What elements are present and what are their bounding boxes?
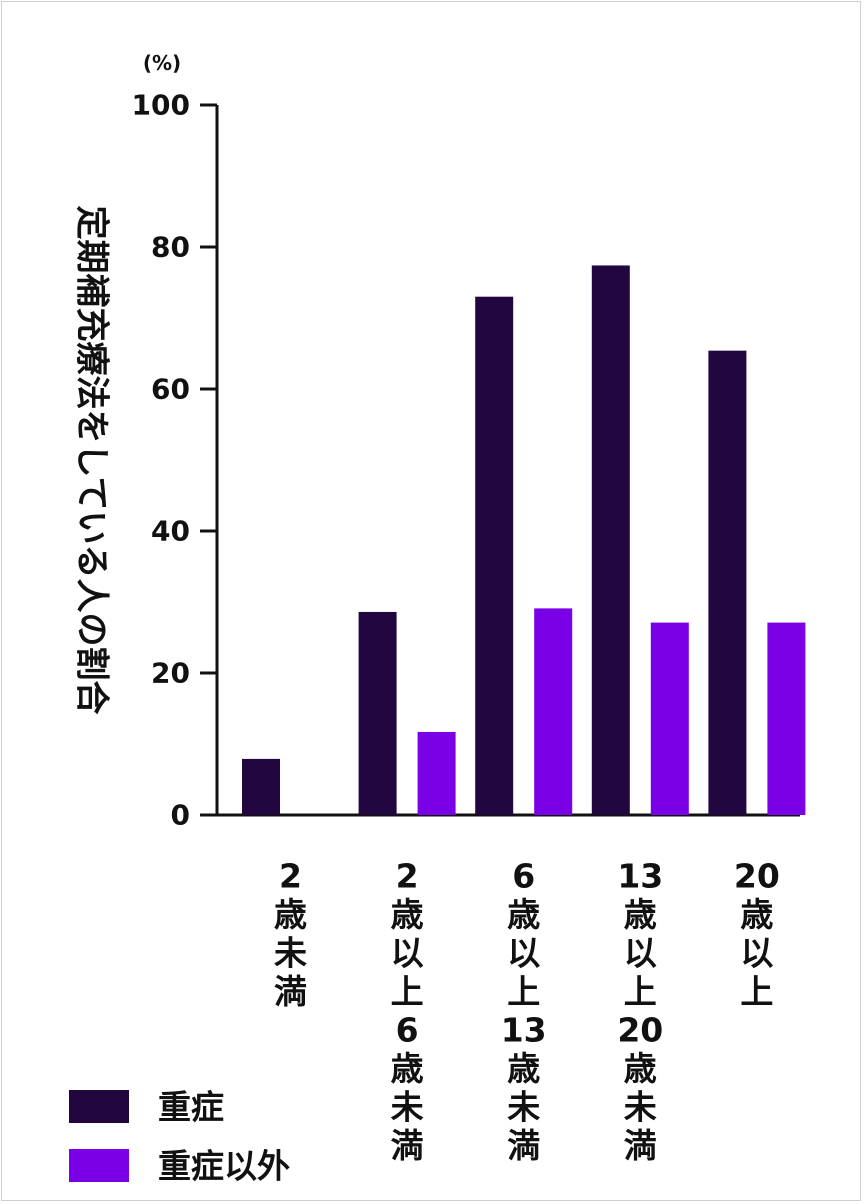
x-category-char: 歳 xyxy=(274,895,307,934)
legend-swatch-non-severe xyxy=(69,1149,129,1182)
x-category-char: 未 xyxy=(624,1088,657,1127)
x-category-char: 上 xyxy=(507,972,540,1011)
y-axis-title: 定期補充療法をしている人の割合 xyxy=(72,206,112,715)
bar-severe-4 xyxy=(708,350,747,815)
x-category-char: 歳 xyxy=(391,1049,424,1088)
x-category-char: 未 xyxy=(507,1088,540,1127)
y-tick-label: 40 xyxy=(151,515,190,548)
bar-severe-2 xyxy=(475,296,514,815)
x-category-char: 上 xyxy=(391,972,424,1011)
y-tick-label: 100 xyxy=(132,89,190,122)
y-tick-label: 0 xyxy=(171,799,190,832)
x-category-char: 歳 xyxy=(507,895,540,934)
x-category-char: 満 xyxy=(274,972,307,1011)
x-category-char: 未 xyxy=(274,934,307,973)
x-category-char: 未 xyxy=(391,1088,424,1127)
y-tick-label: 80 xyxy=(151,231,190,264)
x-category-char: 歳 xyxy=(624,1049,657,1088)
legend-label-severe: 重症 xyxy=(158,1088,224,1127)
x-category-char: 2 xyxy=(396,857,419,896)
y-tick-label: 20 xyxy=(151,657,190,690)
x-category-char: 20 xyxy=(734,857,780,896)
legend-swatch-severe xyxy=(69,1090,129,1123)
bar-severe-0 xyxy=(242,758,280,815)
x-category-char: 歳 xyxy=(391,895,424,934)
x-category-char: 歳 xyxy=(507,1049,540,1088)
x-category-char: 以 xyxy=(391,934,424,973)
x-category-char: 2 xyxy=(279,857,302,896)
x-category-char: 満 xyxy=(624,1126,657,1165)
bar-non-severe-2 xyxy=(534,608,573,815)
x-category-char: 上 xyxy=(624,972,657,1011)
x-category-char: 歳 xyxy=(624,895,657,934)
legend-label-non-severe: 重症以外 xyxy=(158,1147,290,1186)
x-category-char: 満 xyxy=(507,1126,540,1165)
x-category-char: 20 xyxy=(617,1011,663,1050)
y-tick-label: 60 xyxy=(151,373,190,406)
x-category-char: 6 xyxy=(512,857,535,896)
x-category-char: 満 xyxy=(391,1126,424,1165)
bar-non-severe-1 xyxy=(417,731,456,815)
bars xyxy=(242,265,806,816)
bar-non-severe-3 xyxy=(650,622,689,815)
x-category-char: 歳 xyxy=(740,895,773,934)
x-category-char: 上 xyxy=(740,972,773,1011)
x-category-char: 以 xyxy=(740,934,773,973)
x-category-char: 以 xyxy=(624,934,657,973)
x-category-char: 13 xyxy=(501,1011,547,1050)
y-ticks: 0 20 40 60 80 100 xyxy=(132,89,217,832)
bar-non-severe-4 xyxy=(767,622,806,815)
y-unit-label: (%) xyxy=(143,51,181,75)
x-category-char: 以 xyxy=(507,934,540,973)
x-category-char: 13 xyxy=(617,857,663,896)
bar-severe-1 xyxy=(358,611,397,815)
x-category-char: 6 xyxy=(396,1011,419,1050)
bar-severe-3 xyxy=(591,265,630,816)
